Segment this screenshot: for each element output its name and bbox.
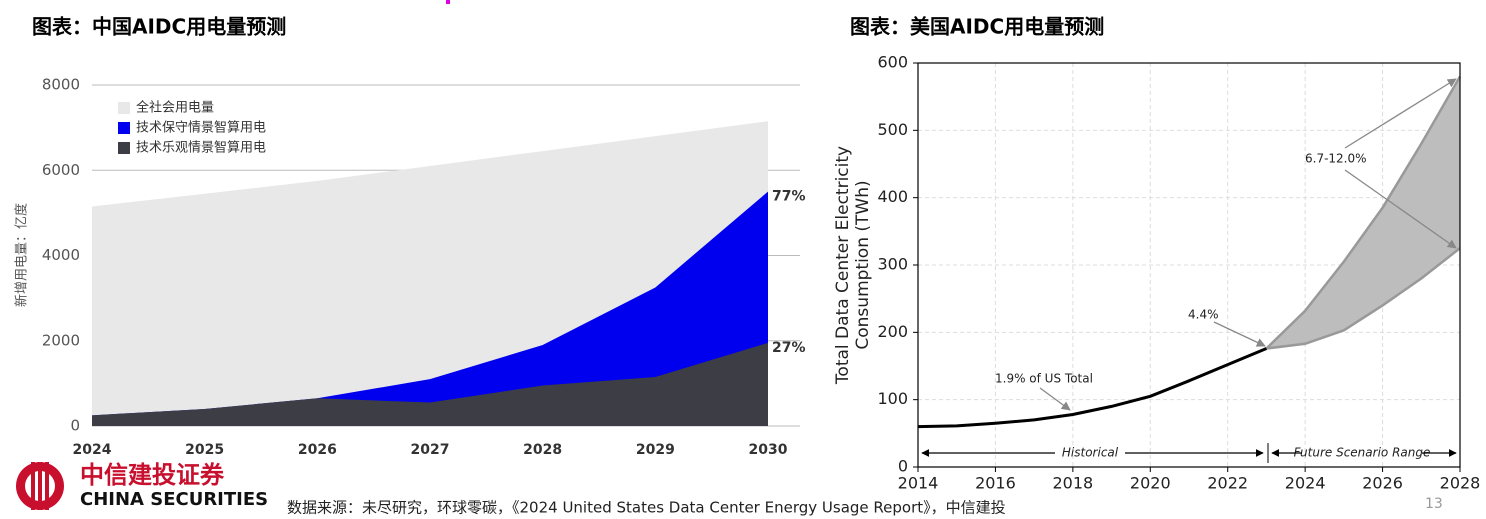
legend-swatch	[118, 102, 130, 114]
annotation: 1.9% of US Total	[995, 372, 1093, 386]
y-tick-label: 0	[898, 457, 908, 476]
y-tick-label: 4000	[42, 246, 80, 264]
annotation-arrow	[1344, 78, 1457, 149]
x-tick-label: 2024	[1285, 474, 1326, 493]
y-tick-label: 2000	[42, 331, 80, 349]
annotation: 27%	[772, 340, 806, 356]
y-tick-label: 400	[877, 187, 908, 206]
x-tick-label: 2029	[636, 442, 675, 458]
x-tick-label: 2014	[898, 474, 939, 493]
logo-cn: 中信建投证券	[80, 461, 225, 489]
x-tick-label: 2026	[1362, 474, 1403, 493]
annotation-arrow	[1039, 387, 1071, 411]
logo-en: CHINA SECURITIES	[80, 489, 268, 510]
x-tick-label: 2026	[298, 442, 337, 458]
y-axis-label: Consumption (TWh)	[853, 180, 873, 349]
x-tick-label: 2020	[1130, 474, 1171, 493]
x-tick-label: 2018	[1052, 474, 1093, 493]
x-tick-label: 2030	[749, 442, 788, 458]
y-tick-label: 500	[877, 120, 908, 139]
chart-title: 图表：美国AIDC用电量预测	[850, 15, 1104, 39]
annotation: 4.4%	[1188, 308, 1219, 322]
annotation-arrow	[1213, 321, 1266, 347]
y-tick-label: 600	[877, 53, 908, 72]
legend-label: 全社会用电量	[136, 100, 214, 116]
y-tick-label: 0	[70, 417, 80, 435]
range-low	[1266, 247, 1461, 350]
line	[917, 347, 1268, 429]
annotation: 6.7-12.0%	[1305, 152, 1367, 166]
y-axis-label: 新增用电量：亿度	[14, 203, 30, 307]
x-tick-label: 2027	[411, 442, 450, 458]
annotation: Historical	[1062, 446, 1119, 460]
x-tick-label: 2022	[1207, 474, 1248, 493]
annotation: 77%	[772, 189, 806, 205]
legend-label: 技术乐观情景智算用电	[136, 141, 266, 156]
annotation: Future Scenario Range	[1294, 446, 1431, 460]
x-tick-label: 2016	[975, 474, 1016, 493]
y-tick-label: 200	[877, 322, 908, 341]
x-tick-label: 2028	[1440, 474, 1481, 493]
area	[92, 191, 768, 426]
logo: 中信建投证券 CHINA SECURITIES	[16, 461, 268, 510]
y-axis-label: Total Data Center Electricity	[833, 146, 853, 385]
x-tick-label: 2028	[523, 442, 562, 458]
x-tick-label: 2025	[185, 442, 224, 458]
range-high	[1265, 75, 1462, 350]
legend-swatch	[118, 142, 130, 154]
y-tick-label: 8000	[42, 76, 80, 94]
x-tick-label: 2024	[73, 442, 112, 458]
plot-frame	[917, 62, 1461, 468]
y-tick-label: 300	[877, 255, 908, 274]
y-tick-label: 6000	[42, 161, 80, 179]
decor	[446, 0, 450, 4]
source-note: 数据来源：未尽研究，环球零碳，《2024 United States Data …	[287, 499, 1006, 517]
area	[92, 342, 768, 426]
legend-label: 技术保守情景智算用电	[136, 121, 266, 136]
annotation-arrow	[1344, 169, 1457, 249]
range-band	[1266, 76, 1460, 349]
chart-title: 图表：中国AIDC用电量预测	[32, 15, 286, 39]
y-tick-label: 100	[877, 389, 908, 408]
legend-swatch	[118, 122, 130, 134]
page-number: 13	[1425, 496, 1443, 512]
